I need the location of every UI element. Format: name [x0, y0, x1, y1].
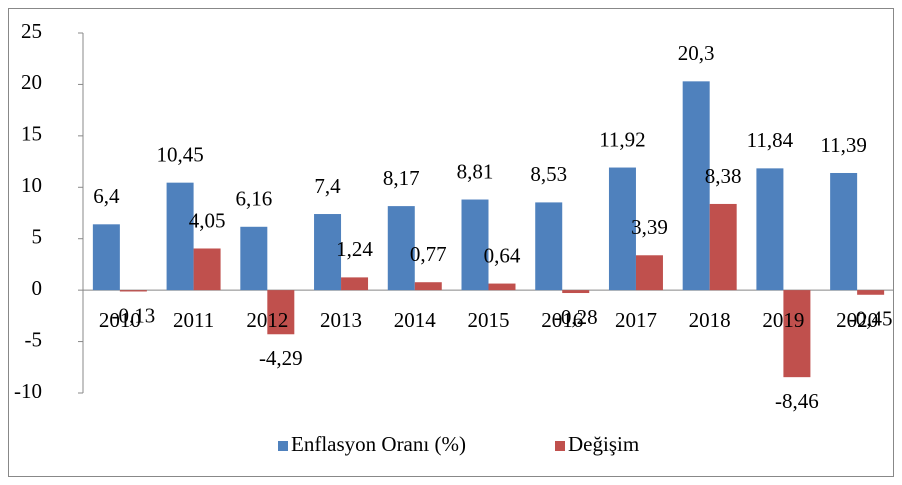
bar	[341, 277, 369, 291]
data-label: 11,92	[599, 127, 645, 151]
x-tick-label: 2018	[689, 308, 731, 332]
bar	[608, 167, 636, 291]
data-label: 1,24	[336, 237, 373, 261]
data-label: 4,05	[189, 208, 226, 232]
data-label: 8,53	[530, 162, 567, 186]
bar	[267, 290, 295, 335]
bar	[193, 248, 221, 291]
bar	[314, 214, 342, 291]
y-tick-label: -5	[25, 327, 43, 351]
data-label: -0,45	[849, 307, 893, 331]
bar	[92, 224, 120, 291]
data-label: -0,28	[554, 305, 598, 329]
legend-label: Değişim	[568, 432, 639, 456]
bar	[240, 226, 268, 291]
x-tick-label: 2016	[541, 308, 583, 332]
y-tick-label: 20	[21, 70, 42, 94]
data-label: 11,84	[747, 128, 794, 152]
y-tick-label: 25	[21, 19, 42, 43]
bar	[682, 81, 710, 291]
x-tick-label: 2017	[615, 308, 657, 332]
bar	[166, 182, 194, 291]
x-tick-label: 2012	[246, 308, 288, 332]
x-tick-label: 2014	[394, 308, 437, 332]
legend-swatch	[555, 441, 565, 451]
legend-label: Enflasyon Oranı (%)	[291, 432, 466, 456]
legend-swatch	[278, 441, 288, 451]
bar	[857, 290, 885, 295]
chart-frame	[8, 8, 894, 477]
data-label: 8,17	[383, 166, 420, 190]
bar	[830, 172, 858, 291]
data-label: 10,45	[156, 142, 203, 166]
y-tick-label: -10	[14, 379, 42, 403]
bar	[414, 282, 442, 291]
data-label: 7,4	[314, 174, 341, 198]
x-tick-label: 2011	[173, 308, 214, 332]
data-label: 6,4	[93, 184, 120, 208]
data-label: 6,16	[235, 187, 272, 211]
y-tick-label: 10	[21, 173, 42, 197]
x-tick-label: 2015	[468, 308, 510, 332]
data-label: 11,39	[820, 133, 866, 157]
bar	[783, 290, 811, 378]
data-label: 0,64	[484, 243, 521, 267]
bar	[488, 283, 516, 291]
bar	[119, 290, 147, 292]
data-label: 8,81	[457, 159, 494, 183]
bar	[387, 206, 415, 291]
data-label: -8,46	[775, 389, 819, 413]
data-label: -0,13	[111, 303, 155, 327]
bar	[635, 255, 663, 291]
bar	[709, 203, 737, 291]
data-label: -4,29	[259, 346, 303, 370]
bar	[461, 199, 489, 291]
x-tick-label: 2020	[836, 308, 878, 332]
y-tick-label: 15	[21, 122, 42, 146]
data-label: 3,39	[631, 215, 668, 239]
x-tick-label: 2013	[320, 308, 362, 332]
x-tick-label: 2010	[99, 308, 141, 332]
bar	[756, 168, 784, 291]
data-label: 0,77	[410, 242, 447, 266]
bar	[535, 202, 563, 291]
x-tick-label: 2019	[762, 308, 804, 332]
y-tick-label: 0	[32, 276, 43, 300]
data-label: 8,38	[705, 164, 742, 188]
y-tick-label: 5	[32, 225, 43, 249]
bar	[562, 290, 590, 294]
data-label: 20,3	[678, 41, 715, 65]
